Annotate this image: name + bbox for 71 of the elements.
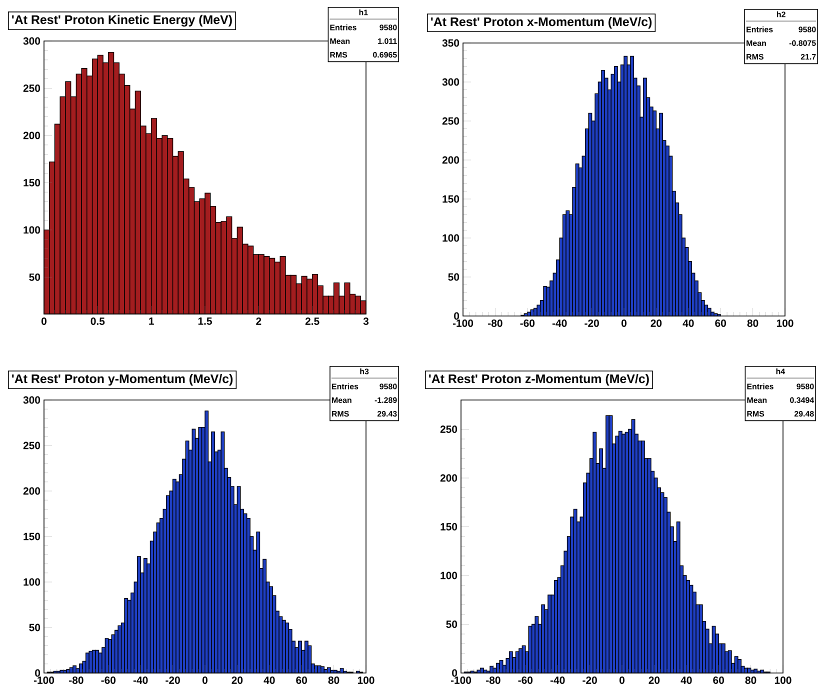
x-tick-label: -100 (452, 320, 474, 327)
x-tick-label: -20 (166, 676, 180, 684)
y-tick-label: 200 (23, 487, 40, 495)
chart-title: 'At Rest' Proton y-Momentum (MeV/c) (12, 374, 233, 386)
x-tick-label: 0 (202, 676, 208, 684)
y-tick-label: 0 (454, 312, 460, 320)
x-tick-label: 3 (363, 318, 369, 325)
y-tick-label: 100 (24, 226, 40, 234)
x-tick-label: 60 (715, 320, 726, 327)
y-tick-label: 100 (442, 234, 460, 242)
y-tick-label: 250 (23, 442, 40, 450)
x-tick-label: 1.5 (198, 318, 212, 325)
x-tick-label: -80 (486, 676, 500, 684)
x-tick-label: 40 (264, 676, 275, 684)
y-tick-label: 250 (23, 84, 40, 92)
x-tick-label: -20 (584, 320, 599, 327)
x-tick-label: 100 (776, 320, 794, 327)
x-tick-label: 40 (680, 676, 692, 684)
y-tick-label: 200 (23, 132, 40, 140)
y-tick-label: 50 (446, 620, 458, 628)
x-tick-label: 0 (620, 676, 624, 684)
x-tick-label: 80 (747, 320, 758, 327)
y-tick-label: 100 (440, 572, 458, 580)
x-tick-label: -40 (552, 320, 567, 327)
x-tick-label: 2 (256, 318, 262, 325)
x-tick-label: 80 (328, 676, 340, 684)
x-tick-label: 100 (774, 676, 792, 684)
x-tick-label: -40 (133, 676, 148, 684)
y-tick-label: 300 (23, 37, 40, 45)
y-tick-label: 150 (442, 195, 460, 203)
x-tick-label: -60 (518, 676, 533, 684)
y-tick-label: 50 (448, 273, 460, 281)
y-tick-label: 200 (442, 156, 460, 164)
x-tick-label: 20 (648, 676, 660, 684)
chart-title: 'At Rest' Proton Kinetic Energy (MeV) (12, 14, 232, 27)
x-tick-label: 40 (682, 320, 694, 327)
y-tick-label: 100 (24, 578, 40, 586)
y-tick-label: 50 (29, 273, 40, 281)
y-tick-label: 150 (440, 523, 458, 530)
chart-title: 'At Rest' Proton x-Momentum (MeV/c) (431, 16, 652, 29)
y-tick-label: 300 (442, 78, 460, 86)
x-tick-label: 100 (358, 676, 374, 684)
x-tick-label: 60 (713, 676, 724, 684)
x-tick-label: -20 (582, 676, 597, 684)
x-tick-label: 0 (622, 320, 626, 327)
x-tick-label: -80 (69, 676, 84, 684)
y-tick-label: 200 (440, 474, 458, 482)
x-tick-label: 2.5 (305, 318, 320, 325)
x-tick-label: 20 (650, 320, 662, 327)
y-tick-label: 250 (440, 426, 458, 433)
x-tick-label: 0.5 (90, 318, 105, 325)
x-tick-label: -100 (450, 676, 472, 684)
y-tick-label: 0 (35, 669, 40, 677)
y-tick-label: 350 (442, 39, 460, 47)
y-tick-label: 250 (442, 117, 460, 125)
y-tick-label: 300 (23, 396, 40, 404)
x-tick-label: -40 (550, 676, 565, 684)
y-tick-label: 0 (452, 669, 458, 677)
chart-title: 'At Rest' Proton z-Momentum (MeV/c) (429, 374, 649, 386)
x-tick-label: 80 (745, 676, 756, 684)
x-tick-label: -60 (101, 676, 116, 684)
x-tick-label: -100 (34, 676, 54, 684)
x-tick-label: -80 (488, 320, 502, 327)
x-tick-label: 0 (42, 318, 46, 325)
y-tick-label: 150 (24, 179, 40, 186)
y-tick-label: 50 (29, 624, 40, 632)
y-tick-label: 150 (24, 532, 40, 540)
x-tick-label: 60 (296, 676, 307, 684)
x-tick-label: 1 (149, 318, 154, 325)
x-tick-label: 20 (232, 676, 243, 684)
x-tick-label: -60 (520, 320, 535, 327)
